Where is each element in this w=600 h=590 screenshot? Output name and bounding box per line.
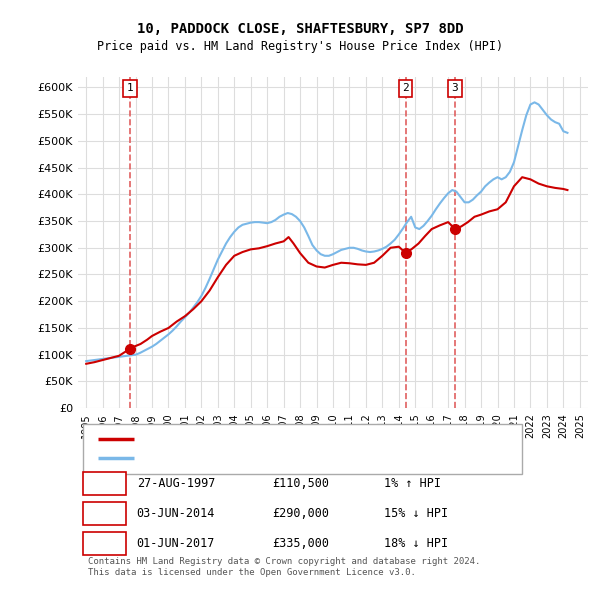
Text: 10, PADDOCK CLOSE, SHAFTESBURY, SP7 8DD: 10, PADDOCK CLOSE, SHAFTESBURY, SP7 8DD [137,22,463,37]
Text: This data is licensed under the Open Government Licence v3.0.: This data is licensed under the Open Gov… [88,568,416,576]
Text: 3: 3 [101,537,109,550]
Text: 2: 2 [403,83,409,93]
Text: 10, PADDOCK CLOSE, SHAFTESBURY, SP7 8DD (detached house): 10, PADDOCK CLOSE, SHAFTESBURY, SP7 8DD … [145,434,494,444]
Text: 1: 1 [101,477,109,490]
Text: £110,500: £110,500 [272,477,329,490]
Text: £335,000: £335,000 [272,537,329,550]
Text: Contains HM Land Registry data © Crown copyright and database right 2024.: Contains HM Land Registry data © Crown c… [88,556,481,566]
Text: 18% ↓ HPI: 18% ↓ HPI [384,537,448,550]
Text: 2: 2 [101,507,109,520]
Text: 15% ↓ HPI: 15% ↓ HPI [384,507,448,520]
FancyBboxPatch shape [83,502,127,525]
Text: 27-AUG-1997: 27-AUG-1997 [137,477,215,490]
Text: HPI: Average price, detached house, Dorset: HPI: Average price, detached house, Dors… [145,453,407,463]
Text: 01-JUN-2017: 01-JUN-2017 [137,537,215,550]
FancyBboxPatch shape [83,532,127,555]
Text: 1: 1 [127,83,133,93]
Text: 03-JUN-2014: 03-JUN-2014 [137,507,215,520]
Text: £290,000: £290,000 [272,507,329,520]
Text: 1% ↑ HPI: 1% ↑ HPI [384,477,441,490]
FancyBboxPatch shape [83,471,127,496]
FancyBboxPatch shape [83,424,522,474]
Text: 3: 3 [452,83,458,93]
Text: Price paid vs. HM Land Registry's House Price Index (HPI): Price paid vs. HM Land Registry's House … [97,40,503,53]
